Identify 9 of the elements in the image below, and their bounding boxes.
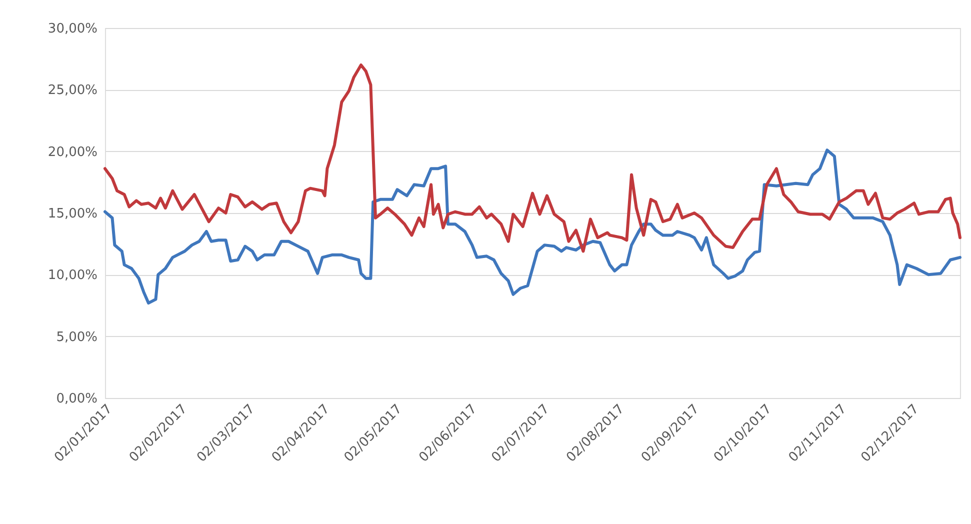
y-tick-label: 5,00% xyxy=(56,330,98,345)
y-tick-label: 0,00% xyxy=(56,392,98,406)
y-tick-label: 15,00% xyxy=(48,206,98,222)
line-series xyxy=(104,148,962,305)
y-tick-label: 25,00% xyxy=(48,83,98,98)
y-tick-label: 20,00% xyxy=(48,144,98,160)
y-tick-label: 30,00% xyxy=(48,22,98,36)
y-tick-label: 10,00% xyxy=(48,268,98,284)
line-series xyxy=(104,64,962,253)
